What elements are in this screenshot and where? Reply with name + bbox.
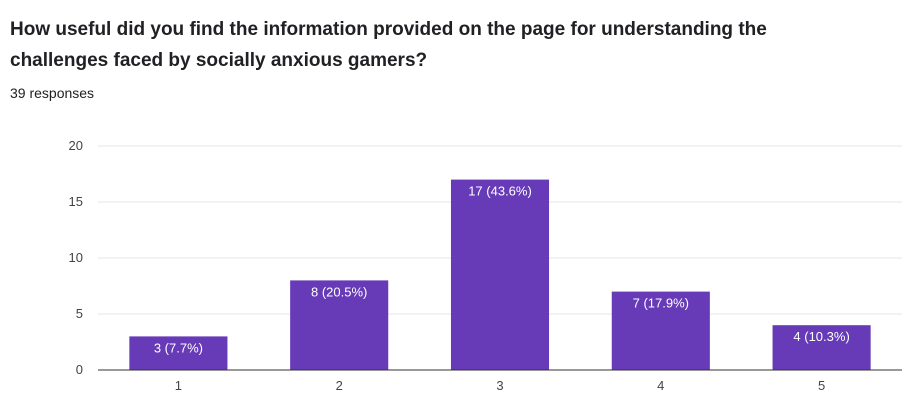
bar xyxy=(290,280,389,370)
data-label: 4 (10.3%) xyxy=(793,329,849,344)
y-tick-label: 0 xyxy=(76,362,83,377)
x-tick-label: 3 xyxy=(496,378,503,393)
x-tick-label: 5 xyxy=(818,378,825,393)
bar xyxy=(611,291,710,370)
x-tick-label: 4 xyxy=(657,378,664,393)
data-label: 17 (43.6%) xyxy=(468,184,532,199)
x-tick-label: 2 xyxy=(336,378,343,393)
bar xyxy=(450,179,550,370)
bar xyxy=(129,336,228,370)
y-tick-label: 5 xyxy=(76,306,83,321)
question-title: How useful did you find the information … xyxy=(10,19,767,71)
data-label: 7 (17.9%) xyxy=(633,296,689,311)
data-label: 8 (20.5%) xyxy=(311,284,367,299)
x-tick-label: 1 xyxy=(175,378,182,393)
y-tick-label: 10 xyxy=(69,250,83,265)
y-tick-label: 20 xyxy=(69,138,83,153)
data-label: 3 (7.7%) xyxy=(154,340,203,355)
y-tick-label: 15 xyxy=(69,194,83,209)
response-count: 39 responses xyxy=(10,85,95,101)
bar xyxy=(772,325,871,370)
